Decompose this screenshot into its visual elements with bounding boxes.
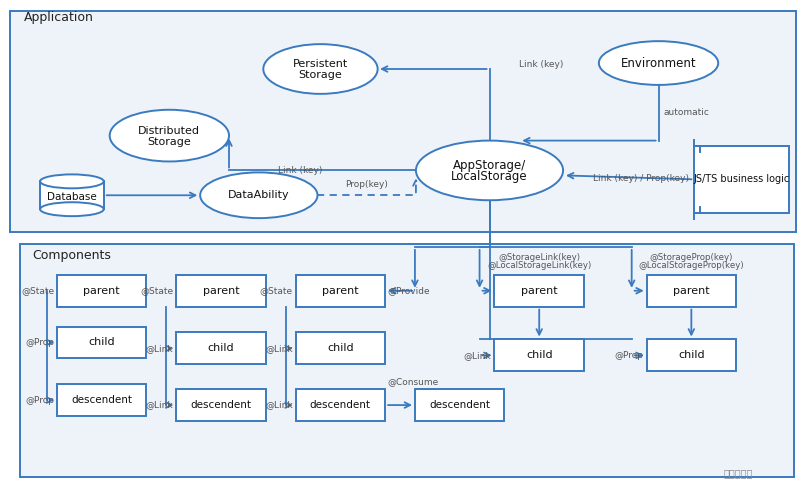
Text: child: child [207, 344, 234, 353]
Text: child: child [678, 350, 705, 360]
Text: @LocalStorageProp(key): @LocalStorageProp(key) [638, 261, 744, 270]
FancyBboxPatch shape [57, 384, 147, 416]
FancyBboxPatch shape [176, 389, 266, 421]
Ellipse shape [263, 44, 378, 94]
Text: @Provide: @Provide [387, 286, 429, 295]
FancyBboxPatch shape [176, 332, 266, 364]
Text: @State: @State [140, 286, 174, 295]
FancyBboxPatch shape [646, 339, 736, 371]
Text: child: child [327, 344, 353, 353]
Ellipse shape [416, 140, 563, 200]
Text: @State: @State [260, 286, 293, 295]
FancyBboxPatch shape [295, 332, 385, 364]
FancyBboxPatch shape [495, 339, 584, 371]
Text: @Prop: @Prop [25, 396, 54, 405]
Text: @Prop: @Prop [25, 338, 54, 347]
Text: Database: Database [47, 192, 97, 202]
Text: parent: parent [521, 286, 558, 295]
Text: LocalStorage: LocalStorage [451, 170, 528, 183]
Text: child: child [89, 337, 115, 347]
Text: Distributed: Distributed [138, 126, 200, 136]
FancyBboxPatch shape [20, 244, 794, 477]
Ellipse shape [599, 41, 718, 85]
Text: @StorageProp(key): @StorageProp(key) [650, 253, 733, 262]
Text: Persistent: Persistent [293, 59, 348, 69]
FancyBboxPatch shape [495, 275, 584, 307]
Text: @Link: @Link [464, 351, 491, 360]
Text: parent: parent [322, 286, 358, 295]
Text: 黑马程序员: 黑马程序员 [723, 468, 753, 478]
Text: AppStorage/: AppStorage/ [453, 159, 526, 172]
Text: Components: Components [32, 249, 111, 262]
Text: @Consume: @Consume [387, 377, 438, 386]
FancyBboxPatch shape [694, 146, 788, 213]
FancyBboxPatch shape [646, 275, 736, 307]
Text: @Link: @Link [265, 400, 293, 410]
Text: Storage: Storage [299, 70, 342, 80]
Text: descendent: descendent [310, 400, 371, 410]
FancyBboxPatch shape [57, 327, 147, 358]
FancyBboxPatch shape [10, 11, 796, 232]
FancyBboxPatch shape [295, 389, 385, 421]
FancyBboxPatch shape [176, 275, 266, 307]
Text: Application: Application [24, 11, 94, 24]
FancyBboxPatch shape [415, 389, 504, 421]
Text: parent: parent [83, 286, 120, 295]
Text: Link (key): Link (key) [520, 59, 564, 69]
Text: Prop(key): Prop(key) [345, 180, 387, 190]
Text: @StorageLink(key): @StorageLink(key) [498, 253, 580, 262]
Text: descendent: descendent [190, 400, 252, 410]
Text: @Prop: @Prop [615, 351, 644, 360]
Text: Link (key): Link (key) [278, 166, 323, 175]
FancyBboxPatch shape [40, 181, 104, 209]
Text: Storage: Storage [148, 137, 191, 147]
Text: @Link: @Link [146, 344, 174, 353]
Text: parent: parent [203, 286, 240, 295]
Text: @Link: @Link [146, 400, 174, 410]
Ellipse shape [40, 202, 104, 216]
Text: JS/TS business logic: JS/TS business logic [693, 174, 790, 184]
Text: descendent: descendent [71, 395, 132, 405]
Text: @Link: @Link [265, 344, 293, 353]
Text: Link (key) / Prop(key): Link (key) / Prop(key) [593, 174, 689, 183]
Text: @State: @State [21, 286, 54, 295]
Text: @LocalStorageLink(key): @LocalStorageLink(key) [487, 261, 592, 270]
Text: child: child [526, 350, 553, 360]
Text: DataAbility: DataAbility [228, 191, 290, 200]
Ellipse shape [40, 174, 104, 188]
Text: parent: parent [673, 286, 709, 295]
Text: automatic: automatic [663, 108, 709, 117]
FancyBboxPatch shape [295, 275, 385, 307]
FancyBboxPatch shape [57, 275, 147, 307]
Ellipse shape [200, 173, 317, 218]
Ellipse shape [110, 110, 229, 161]
Text: Environment: Environment [621, 56, 696, 69]
Text: descendent: descendent [429, 400, 490, 410]
